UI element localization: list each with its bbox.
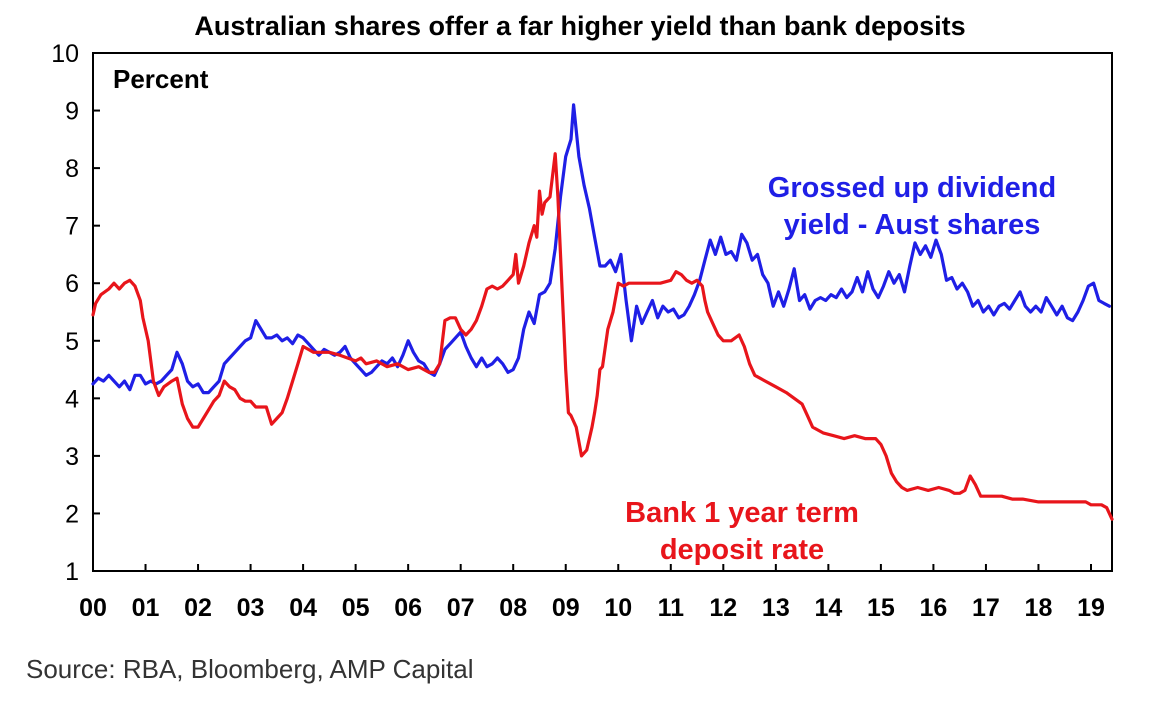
x-tick-label-03: 03 xyxy=(237,594,265,622)
x-tick-label-04: 04 xyxy=(289,594,317,622)
source-note: Source: RBA, Bloomberg, AMP Capital xyxy=(26,654,474,684)
x-tick-label-09: 09 xyxy=(552,594,580,622)
series-label-0-line-0: Grossed up dividend xyxy=(768,172,1056,204)
series-lines xyxy=(91,103,1114,521)
x-tick-label-13: 13 xyxy=(762,594,790,622)
x-tick-label-05: 05 xyxy=(342,594,370,622)
x-tick-label-16: 16 xyxy=(920,594,948,622)
series-label-1-line-1: deposit rate xyxy=(660,534,824,566)
y-axis-label: Percent xyxy=(113,64,209,94)
x-tick-label-01: 01 xyxy=(132,594,160,622)
y-tick-label-10: 10 xyxy=(51,40,79,68)
y-axis: 1 2 3 4 5 6 7 8 9 10 xyxy=(51,40,100,586)
x-tick-label-07: 07 xyxy=(447,594,475,622)
x-tick-label-02: 02 xyxy=(184,594,212,622)
x-tick-label-14: 14 xyxy=(814,594,842,622)
y-tick-label-7: 7 xyxy=(65,213,79,241)
y-tick-label-9: 9 xyxy=(65,98,79,126)
x-tick-label-15: 15 xyxy=(867,594,895,622)
x-tick-label-12: 12 xyxy=(709,594,737,622)
x-tick-label-08: 08 xyxy=(499,594,527,622)
series-line-1 xyxy=(91,152,1114,521)
y-tick-label-4: 4 xyxy=(65,385,79,413)
x-tick-label-10: 10 xyxy=(604,594,632,622)
series-line-0 xyxy=(91,103,1111,395)
x-tick-label-00: 00 xyxy=(79,594,107,622)
series-label-0-line-1: yield - Aust shares xyxy=(784,209,1041,241)
x-tick-label-17: 17 xyxy=(972,594,1000,622)
x-tick-label-06: 06 xyxy=(394,594,422,622)
series-annotations: Grossed up dividend yield - Aust shares Ba… xyxy=(625,172,1056,566)
y-tick-label-8: 8 xyxy=(65,155,79,183)
y-tick-label-1: 1 xyxy=(65,558,79,586)
y-tick-label-3: 3 xyxy=(65,443,79,471)
series-label-1-line-0: Bank 1 year term xyxy=(625,497,859,529)
y-tick-label-5: 5 xyxy=(65,328,79,356)
x-tick-label-11: 11 xyxy=(658,594,685,622)
x-tick-label-18: 18 xyxy=(1025,594,1053,622)
y-tick-label-6: 6 xyxy=(65,270,79,298)
x-axis: 00 01 02 03 04 05 06 07 08 09 10 11 12 13 14 15 16 17 18 19 xyxy=(79,564,1105,622)
x-tick-label-19: 19 xyxy=(1077,594,1105,622)
chart-title: Australian shares offer a far higher yie… xyxy=(194,11,965,41)
y-tick-label-2: 2 xyxy=(65,500,79,528)
